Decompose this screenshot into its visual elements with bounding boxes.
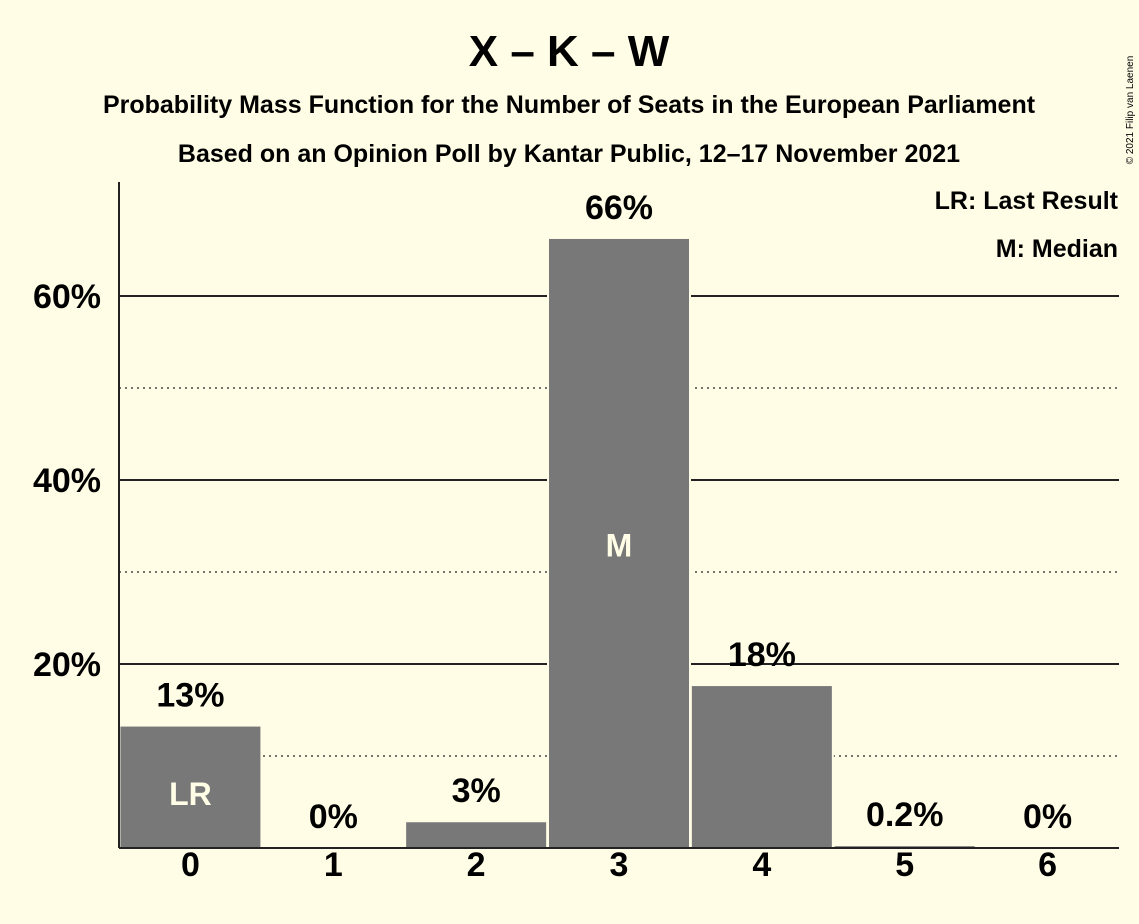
bar-seats-4 [691, 686, 832, 848]
x-tick-label: 1 [324, 846, 343, 884]
chart-subtitle-source: Based on an Opinion Poll by Kantar Publi… [178, 140, 960, 168]
x-tick-label: 5 [895, 846, 914, 884]
value-label: 13% [156, 677, 224, 715]
chart-subtitle: Probability Mass Function for the Number… [103, 91, 1036, 119]
legend-last-result: LR: Last Result [935, 187, 1119, 215]
bars [118, 236, 977, 848]
y-tick-label: 40% [33, 462, 101, 500]
x-tick-label: 4 [752, 846, 771, 884]
bar-seats-0 [120, 726, 261, 848]
last-result-marker: LR [169, 776, 212, 812]
x-axis-ticks: 0 1 2 3 4 5 6 [181, 846, 1057, 884]
copyright-text: © 2021 Filip van Laenen [1125, 56, 1136, 165]
x-tick-label: 2 [467, 846, 486, 884]
value-label: 0% [309, 798, 358, 836]
bar-seats-2 [406, 822, 547, 848]
legend-median: M: Median [996, 235, 1118, 263]
x-tick-label: 0 [181, 846, 200, 884]
value-label: 3% [452, 772, 501, 810]
y-axis-ticks: 20% 40% 60% [33, 278, 101, 684]
value-label: 66% [585, 189, 653, 227]
value-labels: 13% LR 0% 3% 66% M 18% 0.2% 0% [156, 189, 1072, 836]
median-marker: M [606, 527, 633, 563]
y-tick-label: 20% [33, 646, 101, 684]
bar-seats-3 [549, 238, 689, 848]
value-label: 0.2% [866, 796, 944, 834]
chart-title: X – K – W [469, 27, 670, 76]
value-label: 18% [728, 636, 796, 674]
value-label: 0% [1023, 798, 1072, 836]
y-tick-label: 60% [33, 278, 101, 316]
bar-gap [832, 844, 977, 848]
x-tick-label: 6 [1038, 846, 1057, 884]
x-tick-label: 3 [610, 846, 629, 884]
